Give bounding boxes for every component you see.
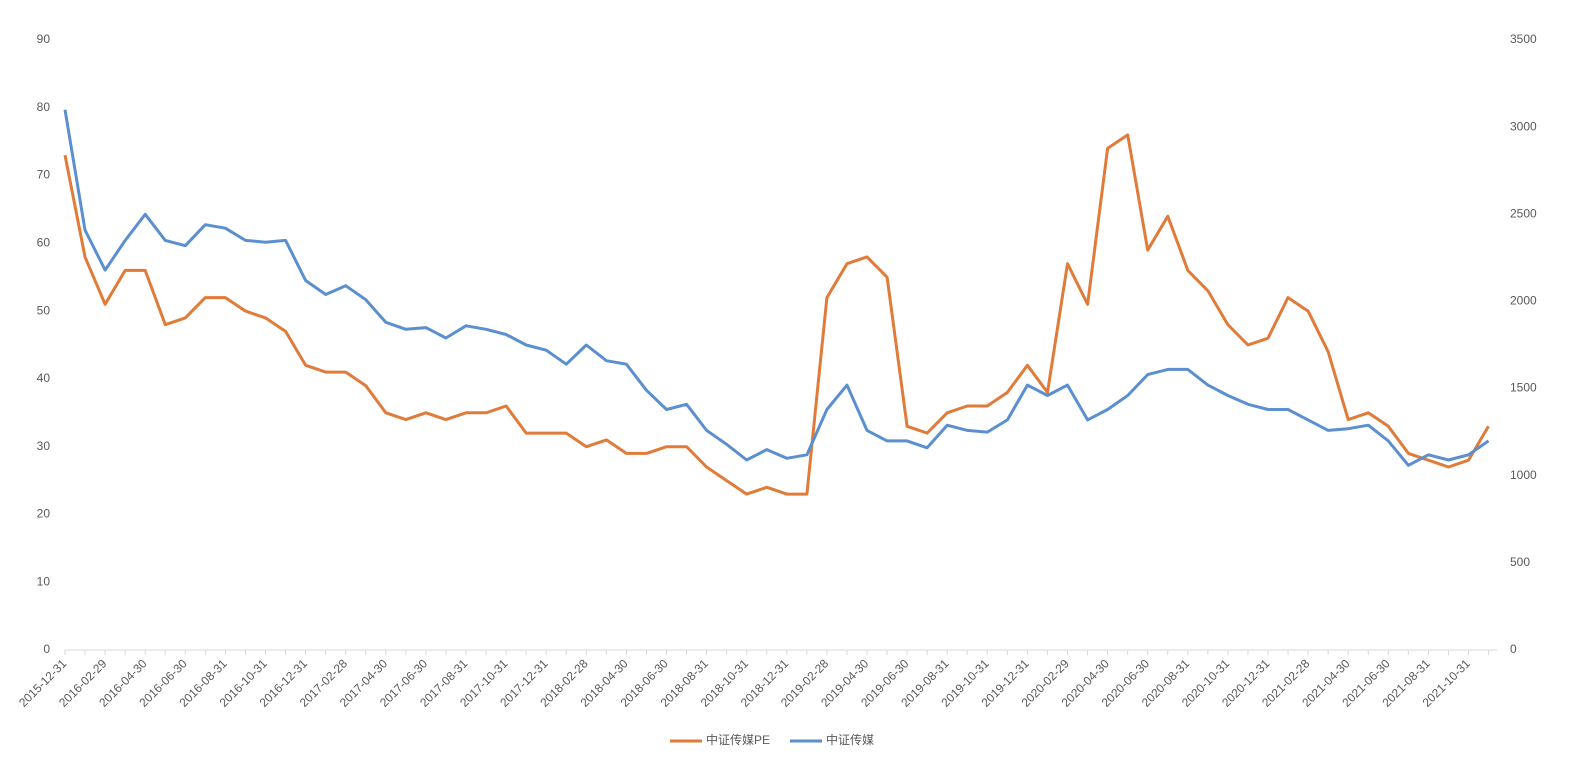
y-tick-label: 10: [37, 574, 51, 588]
y2-tick-label: 3000: [1510, 119, 1537, 133]
y2-tick-label: 2500: [1510, 206, 1537, 220]
y2-tick-label: 500: [1510, 555, 1530, 569]
y-tick-label: 70: [37, 168, 51, 182]
y2-tick-label: 0: [1510, 642, 1517, 656]
y-tick-label: 20: [37, 507, 51, 521]
legend-label: 中证传媒: [826, 732, 874, 747]
y-tick-label: 50: [37, 303, 51, 317]
y2-tick-label: 1500: [1510, 381, 1537, 395]
y2-tick-label: 1000: [1510, 468, 1537, 482]
y-tick-label: 0: [43, 642, 50, 656]
y-tick-label: 90: [37, 32, 51, 46]
y-tick-label: 40: [37, 371, 51, 385]
y-tick-label: 80: [37, 100, 51, 114]
series-line: [63, 109, 1490, 467]
legend-label: 中证传媒PE: [706, 732, 770, 747]
series-line: [63, 133, 1490, 496]
y2-tick-label: 3500: [1510, 32, 1537, 46]
y2-tick-label: 2000: [1510, 294, 1537, 308]
y-tick-label: 30: [37, 439, 51, 453]
y-tick-label: 60: [37, 236, 51, 250]
